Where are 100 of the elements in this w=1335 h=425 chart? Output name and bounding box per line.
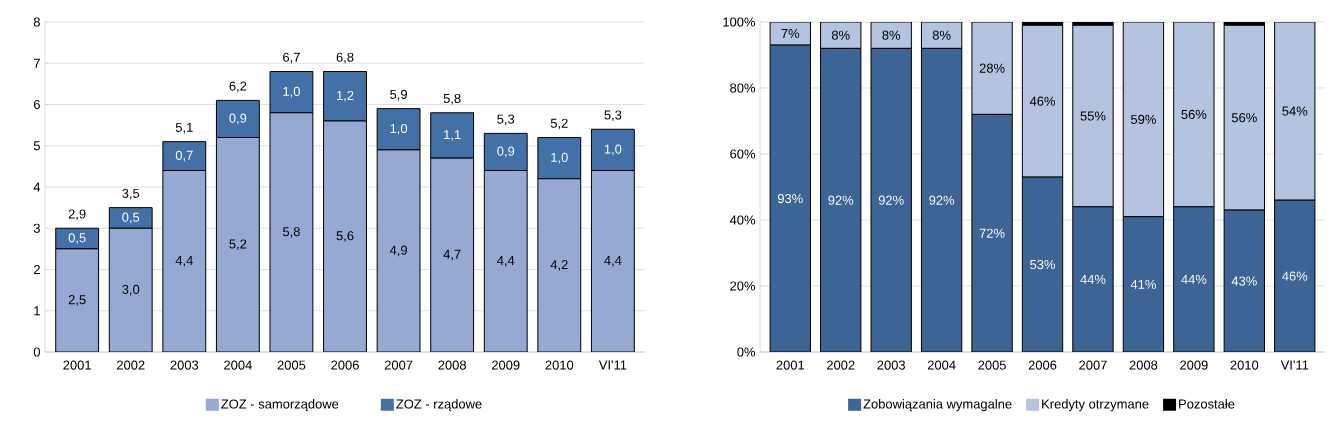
x-tick-label: 2008 xyxy=(1129,360,1158,370)
data-label: 4,4 xyxy=(604,255,622,267)
bar xyxy=(537,137,582,180)
total-label: 3,5 xyxy=(122,188,140,200)
data-label: 46% xyxy=(1029,96,1056,106)
y-tick-label: 0% xyxy=(737,347,756,357)
y-tick-label: 0 xyxy=(33,347,40,357)
x-tick-label: 2009 xyxy=(491,360,520,370)
y-tick-label: 40% xyxy=(729,215,756,225)
data-label: 4,2 xyxy=(550,260,568,271)
data-label: 1,0 xyxy=(604,144,622,156)
data-label: 44% xyxy=(1080,274,1106,284)
data-label: 5,6 xyxy=(336,231,354,242)
x-tick-label: 2004 xyxy=(224,360,252,370)
x-tick-label: 2007 xyxy=(1079,360,1107,370)
bar xyxy=(1274,199,1316,352)
y-tick-label: 4 xyxy=(33,182,41,192)
bar xyxy=(162,170,207,352)
total-label: 5,1 xyxy=(175,122,193,134)
data-label: 3,0 xyxy=(122,284,140,296)
bar xyxy=(55,248,100,352)
data-label: 4,4 xyxy=(175,255,193,267)
data-label: 8% xyxy=(882,30,901,40)
y-tick-label: 80% xyxy=(730,83,756,93)
x-tick-label: 2005 xyxy=(277,360,306,370)
legend-label: ZOZ - rządowe xyxy=(396,399,482,412)
data-label: 93% xyxy=(777,193,803,204)
bar xyxy=(820,47,862,352)
bar xyxy=(1223,209,1265,352)
bar xyxy=(430,157,475,352)
bar xyxy=(1021,24,1064,178)
total-label: 5,3 xyxy=(497,114,515,126)
data-label: 55% xyxy=(1080,111,1106,121)
x-tick-label: 2005 xyxy=(978,360,1006,370)
bar xyxy=(215,137,260,352)
bar xyxy=(108,227,153,352)
total-label: 5,9 xyxy=(390,89,407,101)
data-label: 8% xyxy=(932,30,951,40)
total-label: 5,2 xyxy=(550,118,568,130)
x-tick-label: 2003 xyxy=(170,360,199,370)
legend-label: ZOZ - samorządowe xyxy=(221,399,339,412)
data-label: 59% xyxy=(1130,114,1156,124)
bar xyxy=(269,112,314,352)
bar xyxy=(769,44,811,352)
y-tick-label: 100% xyxy=(723,17,756,27)
data-label: 44% xyxy=(1181,274,1207,284)
data-label: 0,9 xyxy=(229,113,247,125)
x-tick-label: 2003 xyxy=(877,360,906,370)
data-label: 4,7 xyxy=(443,249,461,261)
x-tick-label: 2006 xyxy=(331,360,359,370)
y-tick-label: 3 xyxy=(33,223,40,233)
total-label: 5,8 xyxy=(443,93,461,105)
bar xyxy=(1173,22,1215,208)
x-tick-label: 2010 xyxy=(545,360,574,370)
data-label: 92% xyxy=(878,195,904,205)
data-label: 43% xyxy=(1231,276,1257,286)
data-label: 0,5 xyxy=(122,212,140,224)
data-label: 1,2 xyxy=(337,90,354,102)
data-label: 92% xyxy=(929,195,955,205)
data-label: 1,1 xyxy=(444,130,461,141)
x-tick-label: 2001 xyxy=(63,360,91,370)
data-label: 8% xyxy=(831,30,850,40)
data-label: 0,9 xyxy=(497,146,515,158)
total-label: 6,2 xyxy=(229,81,247,93)
y-tick-label: 8 xyxy=(33,17,40,27)
y-tick-label: 6 xyxy=(33,99,40,110)
data-label: 53% xyxy=(1030,259,1056,270)
data-label: 0,5 xyxy=(68,233,86,244)
total-label: 6,8 xyxy=(336,52,354,64)
data-label: 56% xyxy=(1181,109,1207,119)
data-label: 1,0 xyxy=(551,152,568,164)
x-tick-label: 2010 xyxy=(1230,360,1259,370)
data-label: 46% xyxy=(1282,271,1308,281)
data-label: 1,0 xyxy=(283,86,300,98)
y-tick-label: 7 xyxy=(33,58,40,68)
bar xyxy=(323,120,367,352)
data-label: 2,5 xyxy=(68,295,86,306)
x-tick-label: 2008 xyxy=(438,360,466,370)
data-label: 4,4 xyxy=(497,255,515,267)
bar xyxy=(1274,22,1316,201)
bar xyxy=(483,132,528,171)
y-tick-label: 2 xyxy=(33,264,40,275)
data-label: 7% xyxy=(781,29,800,39)
x-tick-label: 2004 xyxy=(927,360,956,370)
y-tick-label: 5 xyxy=(33,141,40,151)
x-tick-label: VI'11 xyxy=(1280,360,1309,370)
legend-label: Pozostałe xyxy=(1179,399,1235,409)
bar xyxy=(1173,206,1215,352)
x-tick-label: VI'11 xyxy=(598,360,627,370)
bar xyxy=(108,207,153,229)
data-label: 41% xyxy=(1130,279,1156,289)
legend-label: Kredyty otrzymane xyxy=(1042,399,1149,412)
x-tick-label: 2001 xyxy=(776,360,805,370)
y-tick-label: 60% xyxy=(730,149,756,159)
data-label: 5,8 xyxy=(282,227,300,238)
total-label: 6,7 xyxy=(283,52,300,64)
x-tick-label: 2009 xyxy=(1180,360,1208,370)
bar xyxy=(1072,24,1114,208)
x-tick-label: 2006 xyxy=(1028,360,1057,370)
legend-label: Zobowiązania wymagalne xyxy=(863,399,1012,412)
